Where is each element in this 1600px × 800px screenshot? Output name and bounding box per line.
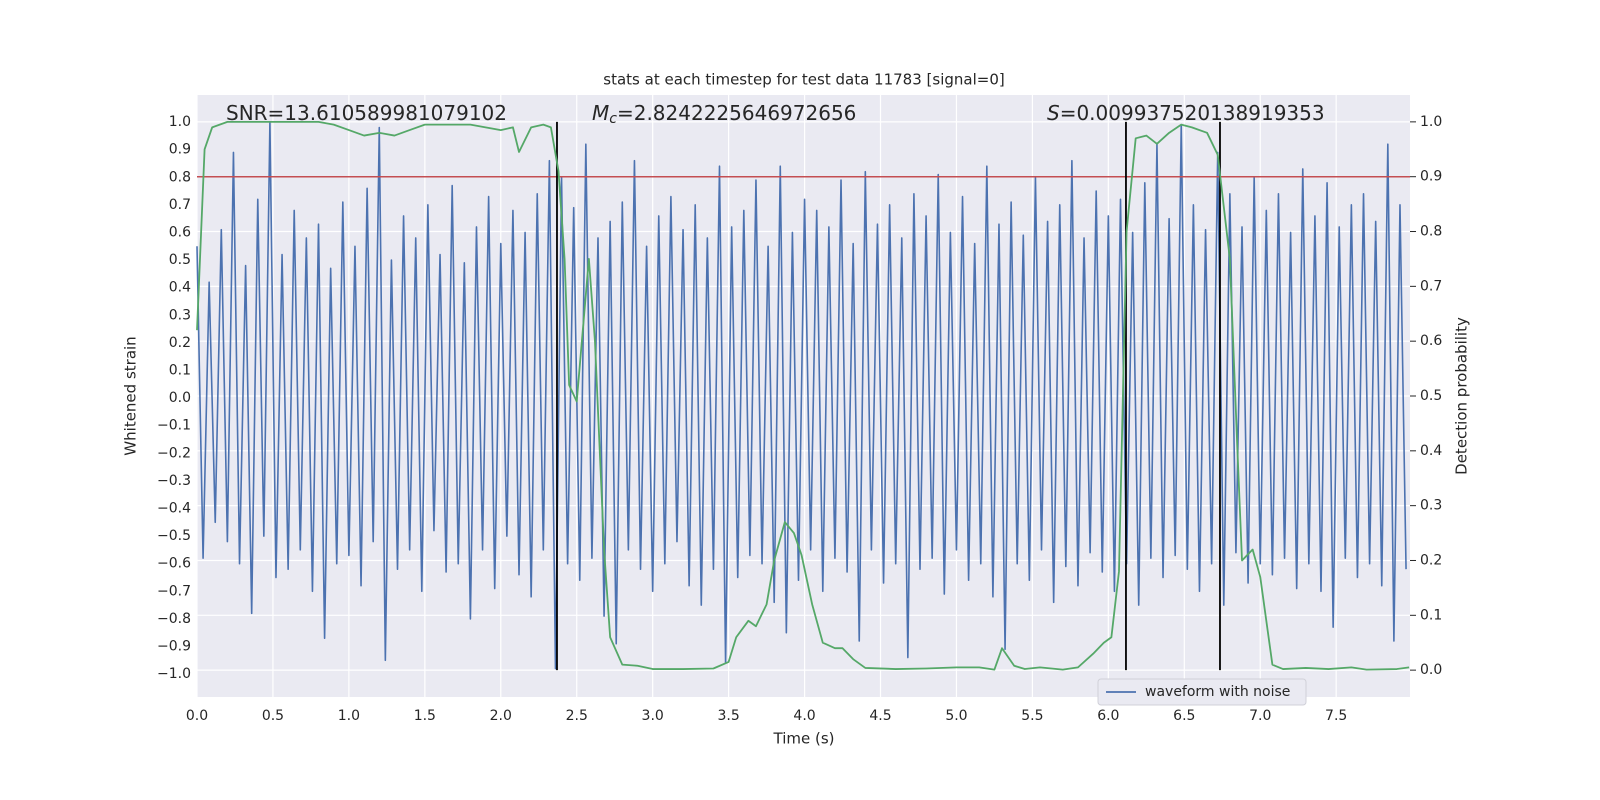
y2-tick-label: 0.9 [1420,169,1442,185]
x-tick-label: 0.5 [262,708,284,724]
y2-tick-label: 1.0 [1420,114,1442,130]
y2-tick-label: 0.5 [1420,388,1442,404]
annotation-text: SNR=13.610589981079102 [226,101,507,125]
y-tick-label: −0.2 [157,445,191,461]
y2-tick-label: 0.8 [1420,224,1442,240]
y-tick-label: 0.4 [169,280,191,296]
annotation-symbol: M [592,101,609,125]
y2-tick-label: 0.7 [1420,278,1442,294]
x-tick-label: 5.5 [1021,708,1043,724]
y-tick-label: −0.6 [157,556,191,572]
annotation: SNR=13.610589981079102 [226,101,507,125]
chart-title: stats at each timestep for test data 117… [603,71,1004,89]
y-tick-label: 0.3 [169,307,191,323]
x-tick-label: 3.0 [642,708,664,724]
x-tick-label: 7.5 [1325,708,1347,724]
x-tick-label: 3.5 [717,708,739,724]
x-tick-label: 2.0 [490,708,512,724]
y2-tick-label: 0.3 [1420,498,1442,514]
x-tick-label: 5.0 [945,708,967,724]
annotation-text: =2.8242225646972656 [617,101,856,125]
annotation: S=0.009937520138919353 [1047,101,1325,125]
x-tick-label: 0.0 [186,708,208,724]
waveform-line [196,121,1407,670]
y-tick-label: 0.6 [169,224,191,240]
y-tick-label: −0.7 [157,583,191,599]
y-tick-label: −0.9 [157,638,191,654]
annotation: Mc=2.8242225646972656 [592,101,856,128]
y2-axis-label: Detection probability [1453,317,1471,475]
x-tick-label: 6.5 [1173,708,1195,724]
y-tick-label: −1.0 [157,666,191,682]
x-tick-label: 2.5 [566,708,588,724]
annotation-symbol: S [1047,101,1060,125]
x-axis-label: Time (s) [773,730,835,748]
y2-tick-label: 0.0 [1420,662,1442,678]
x-tick-label: 6.0 [1097,708,1119,724]
y-tick-label: −0.4 [157,500,191,516]
y2-tick-label: 0.2 [1420,552,1442,568]
x-tick-label: 4.5 [869,708,891,724]
y-tick-label: −0.8 [157,611,191,627]
annotation-text: =0.009937520138919353 [1060,101,1325,125]
y-tick-label: −0.3 [157,473,191,489]
legend-label: waveform with noise [1145,684,1290,700]
y-tick-label: 0.1 [169,362,191,378]
x-tick-label: 1.5 [414,708,436,724]
y-tick-label: −0.5 [157,528,191,544]
y-tick-label: −0.1 [157,418,191,434]
probability-line [196,120,1410,671]
y-tick-label: 0.8 [169,169,191,185]
y-axis-label: Whitened strain [122,336,140,455]
y-tick-label: 0.5 [169,252,191,268]
x-tick-label: 1.0 [338,708,360,724]
legend-box [1097,678,1307,706]
annotation-subscript: c [609,111,617,127]
y-tick-label: 0.7 [169,197,191,213]
y-tick-label: 1.0 [169,114,191,130]
y2-tick-label: 0.6 [1420,333,1442,349]
y-tick-label: 0.0 [169,390,191,406]
y2-tick-label: 0.4 [1420,443,1442,459]
x-tick-label: 7.0 [1249,708,1271,724]
y-tick-label: 0.2 [169,335,191,351]
x-tick-label: 4.0 [793,708,815,724]
y-tick-label: 0.9 [169,142,191,158]
y2-tick-label: 0.1 [1420,607,1442,623]
